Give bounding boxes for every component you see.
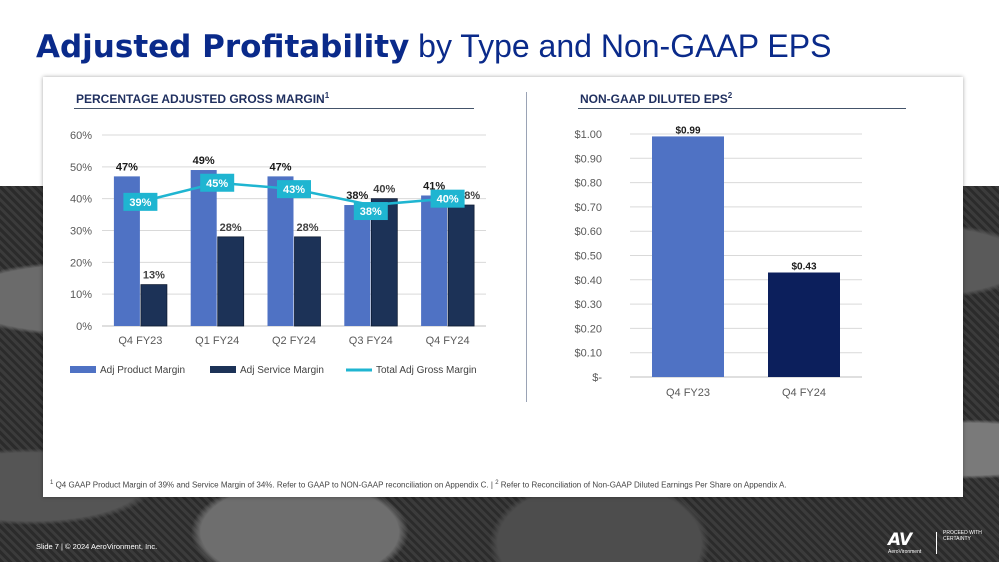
total-margin-label: 40% xyxy=(437,194,459,206)
footnote-2-marker: 2 xyxy=(495,480,499,486)
y-tick-label: $- xyxy=(592,372,602,384)
total-margin-label: 38% xyxy=(360,206,382,218)
product-margin-bar xyxy=(421,195,448,326)
footnote-2: Refer to Reconciliation of Non-GAAP Dilu… xyxy=(498,480,787,490)
margin-chart-title: PERCENTAGE ADJUSTED GROSS MARGIN1 xyxy=(76,91,329,106)
y-tick-label: $0.90 xyxy=(574,153,602,165)
x-tick-label: Q3 FY24 xyxy=(349,335,393,347)
total-margin-label-box xyxy=(200,173,235,192)
product-margin-label: 47% xyxy=(269,161,291,173)
page-title: Adjusted Profitability by Type and Non-G… xyxy=(36,28,831,65)
service-margin-label: 28% xyxy=(220,222,242,234)
margin-chart-title-text: PERCENTAGE ADJUSTED GROSS MARGIN xyxy=(76,92,325,106)
logo-separator xyxy=(936,532,937,554)
margin-chart: 0% 10% 20% 30% 40% 50% 60% 47% 13% Q4 FY23 49% 28% Q… xyxy=(70,130,486,376)
x-tick-label: Q2 FY24 xyxy=(272,335,316,347)
x-tick-label: Q4 FY23 xyxy=(666,387,710,399)
product-margin-bar xyxy=(190,170,217,326)
eps-title-rule xyxy=(578,108,906,109)
y-tick-label: 40% xyxy=(70,194,92,206)
service-margin-label: 13% xyxy=(143,270,165,282)
footnote-1-marker: 1 xyxy=(50,480,54,486)
y-tick-label: $0.20 xyxy=(574,323,602,335)
eps-bar xyxy=(652,136,724,377)
service-margin-label: 28% xyxy=(296,222,318,234)
legend-service-swatch xyxy=(210,366,236,373)
y-tick-label: 0% xyxy=(76,321,92,333)
eps-chart: $- $0.10 $0.20 $0.30 $0.40 $0.50 $0.60 $0.70 $0.… xyxy=(574,125,862,399)
logo-mark: AV xyxy=(888,530,912,550)
slide-footer: Slide 7 | © 2024 AeroVironment, Inc. xyxy=(36,542,158,551)
margin-title-rule xyxy=(74,108,474,109)
y-tick-label: $0.10 xyxy=(574,348,602,360)
eps-chart-title-sup: 2 xyxy=(727,91,733,100)
company-logo: AV AeroVironment PROCEED WITH CERTAINTY xyxy=(888,530,982,555)
product-margin-label: 41% xyxy=(423,180,445,192)
product-margin-label: 47% xyxy=(116,161,138,173)
service-margin-bar xyxy=(294,236,321,327)
eps-bar xyxy=(768,272,840,377)
eps-chart-title: NON-GAAP DILUTED EPS2 xyxy=(580,91,732,106)
title-bold: Adjusted Profitability xyxy=(36,29,410,65)
product-margin-bar xyxy=(344,205,371,326)
legend-service-label: Adj Service Margin xyxy=(240,365,324,376)
eps-value-label: $0.99 xyxy=(675,125,700,136)
footnote-1: Q4 GAAP Product Margin of 39% and Servic… xyxy=(53,480,496,490)
legend-product-swatch xyxy=(70,366,96,373)
total-margin-label: 43% xyxy=(283,184,305,196)
margin-chart-title-sup: 1 xyxy=(324,91,330,100)
service-margin-label: 40% xyxy=(373,184,395,196)
x-tick-label: Q4 FY24 xyxy=(426,335,470,347)
total-margin-label-box xyxy=(430,189,465,208)
x-tick-label: Q4 FY23 xyxy=(118,335,162,347)
product-margin-label: 38% xyxy=(346,190,368,202)
y-tick-label: $0.40 xyxy=(574,275,602,287)
total-margin-label: 39% xyxy=(129,197,151,209)
legend-product-label: Adj Product Margin xyxy=(100,365,185,376)
product-margin-label: 49% xyxy=(193,155,215,167)
y-tick-label: 20% xyxy=(70,257,92,269)
service-margin-bar xyxy=(447,204,475,327)
logo-tagline: PROCEED WITH CERTAINTY xyxy=(943,530,982,542)
y-tick-label: 10% xyxy=(70,289,92,301)
y-tick-label: 50% xyxy=(70,162,92,174)
x-tick-label: Q4 FY24 xyxy=(782,387,826,399)
title-rest: by Type and Non-GAAP EPS xyxy=(409,28,832,64)
footnote: 1 Q4 GAAP Product Margin of 39% and Serv… xyxy=(50,480,787,490)
product-margin-bar xyxy=(267,176,294,326)
total-margin-label-box xyxy=(277,180,311,199)
y-tick-label: 60% xyxy=(70,130,92,142)
service-margin-bar xyxy=(140,284,168,327)
y-tick-label: $1.00 xyxy=(574,129,602,141)
legend-total-label: Total Adj Gross Margin xyxy=(376,365,477,376)
section-divider xyxy=(526,92,527,402)
y-tick-label: $0.80 xyxy=(574,178,602,190)
total-margin-label-box xyxy=(123,192,158,211)
eps-chart-title-text: NON-GAAP DILUTED EPS xyxy=(580,92,728,106)
y-tick-label: $0.60 xyxy=(574,226,602,238)
y-tick-label: $0.30 xyxy=(574,299,602,311)
logo-name: AeroVironment xyxy=(888,549,922,555)
total-margin-label-box xyxy=(353,202,388,221)
total-margin-label: 45% xyxy=(206,178,228,190)
eps-value-label: $0.43 xyxy=(791,262,816,273)
y-tick-label: 30% xyxy=(70,226,92,238)
y-tick-label: $0.50 xyxy=(574,251,602,263)
y-tick-label: $0.70 xyxy=(574,202,602,214)
x-tick-label: Q1 FY24 xyxy=(195,335,239,347)
service-margin-bar xyxy=(217,236,245,327)
